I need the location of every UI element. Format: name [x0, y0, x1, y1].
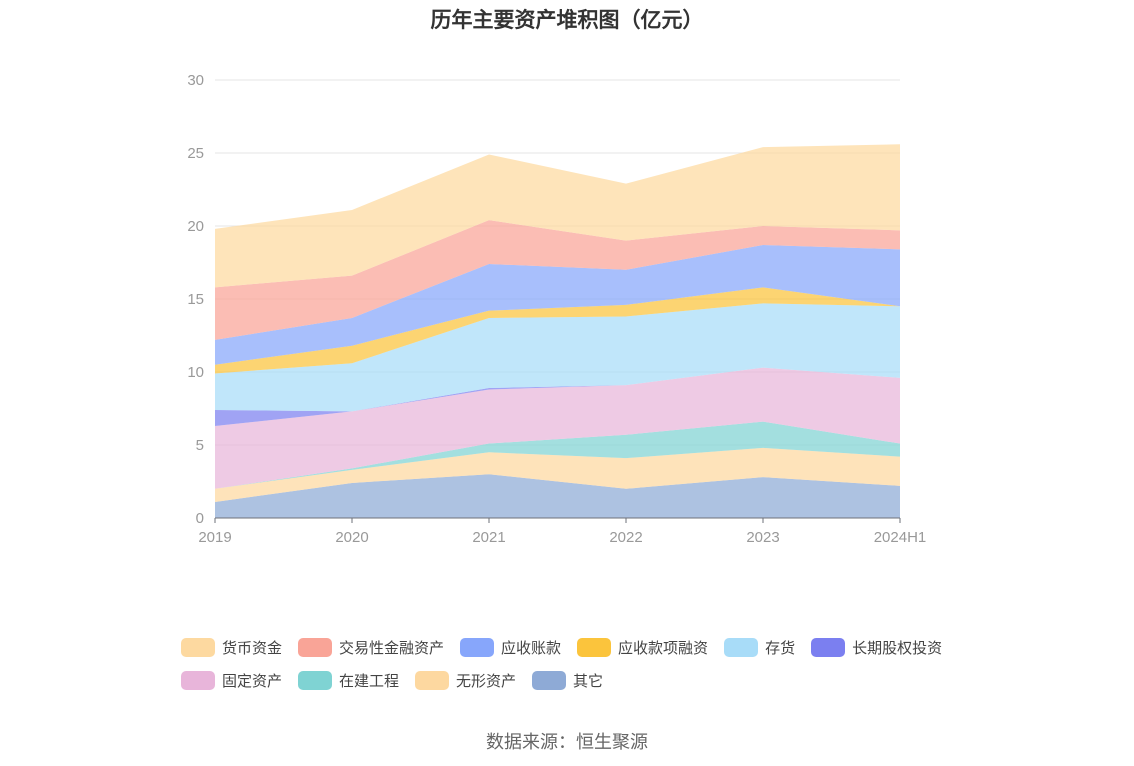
- legend-item-inventory[interactable]: 存货: [724, 637, 795, 658]
- area-series: [215, 421, 900, 489]
- y-tick-label: 10: [187, 364, 204, 381]
- area-series: [215, 244, 900, 365]
- y-tick-label: 20: [187, 218, 204, 235]
- x-tick-label: 2023: [746, 529, 779, 546]
- legend-label: 货币资金: [222, 640, 283, 657]
- x-tick-label: 2020: [335, 529, 368, 546]
- x-tick-label: 2019: [198, 529, 231, 546]
- legend-label: 应收款项融资: [618, 640, 709, 657]
- legend-row-2: 固定资产 在建工程 无形资产 其它: [181, 664, 981, 697]
- legend-item-long-term-equity-investment[interactable]: 长期股权投资: [811, 637, 942, 658]
- legend-row-1: 货币资金 交易性金融资产 应收账款 应收款项融资 存货 长期股权投资: [181, 631, 981, 664]
- data-source: 数据来源：恒生聚源: [486, 732, 648, 752]
- legend-swatch: [415, 671, 450, 690]
- y-tick-label: 30: [187, 72, 204, 89]
- legend-label: 其它: [573, 673, 604, 690]
- legend-item-fixed-assets[interactable]: 固定资产: [181, 670, 282, 691]
- legend-swatch: [181, 671, 215, 690]
- legend: 货币资金 交易性金融资产 应收账款 应收款项融资 存货 长期股权投资 固定资产: [181, 631, 981, 697]
- legend-label: 长期股权投资: [852, 640, 943, 657]
- legend-swatch: [532, 671, 567, 690]
- legend-item-other[interactable]: 其它: [532, 670, 603, 691]
- x-tick-label: 2021: [472, 529, 505, 546]
- legend-item-construction-in-progress[interactable]: 在建工程: [298, 670, 399, 691]
- chart-title: 历年主要资产堆积图（亿元）: [430, 9, 704, 32]
- y-tick-label: 25: [187, 145, 204, 162]
- legend-swatch: [811, 638, 846, 657]
- legend-label: 存货: [765, 640, 796, 657]
- legend-swatch: [181, 638, 215, 657]
- area-series: [215, 367, 900, 489]
- y-tick-label: 0: [196, 510, 204, 527]
- legend-item-receivables-financing[interactable]: 应收款项融资: [577, 637, 708, 658]
- area-series: [215, 447, 900, 502]
- area-series: [215, 144, 900, 288]
- legend-label: 固定资产: [222, 673, 283, 690]
- x-tick-label: 2024H1: [874, 529, 927, 546]
- legend-swatch: [460, 638, 495, 657]
- y-tick-label: 15: [187, 291, 204, 308]
- area-series: [215, 303, 900, 412]
- area-series: [215, 287, 900, 374]
- legend-label: 交易性金融资产: [339, 640, 445, 657]
- area-series: [215, 220, 900, 340]
- stacked-area-chart: 0 5 10 15 20 25 30 2019 2020 2021 2022 2023 2024H1: [187, 72, 927, 546]
- legend-item-accounts-receivable[interactable]: 应收账款: [460, 637, 561, 658]
- area-series: [215, 474, 900, 518]
- legend-swatch: [298, 671, 333, 690]
- legend-swatch: [577, 638, 612, 657]
- legend-label: 无形资产: [456, 673, 517, 690]
- legend-label: 应收账款: [501, 640, 562, 657]
- legend-item-cash[interactable]: 货币资金: [181, 637, 282, 658]
- legend-item-intangible-assets[interactable]: 无形资产: [415, 670, 516, 691]
- y-tick-label: 5: [196, 437, 204, 454]
- legend-swatch: [724, 638, 759, 657]
- x-tick-label: 2022: [609, 529, 642, 546]
- legend-swatch: [298, 638, 333, 657]
- legend-item-trading-financial-assets[interactable]: 交易性金融资产: [298, 637, 444, 658]
- legend-label: 在建工程: [339, 673, 400, 690]
